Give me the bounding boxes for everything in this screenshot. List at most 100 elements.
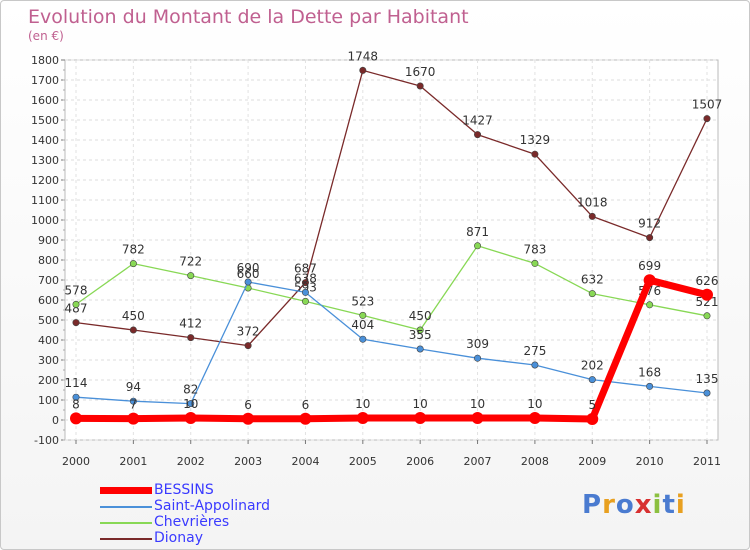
data-label: 782 [122,243,145,257]
data-point [129,260,137,268]
data-label: 82 [183,383,198,397]
data-label: 6 [302,398,310,412]
data-point [301,297,309,305]
x-tick-label: 2006 [406,455,434,468]
data-point [359,66,367,74]
data-point [301,288,309,296]
data-label: 372 [237,325,260,339]
data-label: 412 [179,317,202,331]
x-tick-label: 2010 [636,455,664,468]
y-tick-label: 1800 [31,54,59,67]
data-point [703,312,711,320]
data-label: 309 [466,337,489,351]
data-label: 871 [466,225,489,239]
data-label: 135 [696,372,719,386]
y-tick-label: 200 [38,374,59,387]
data-point [703,389,711,397]
data-label: 1670 [405,65,436,79]
data-point [586,413,599,425]
series-line-bessins [75,276,708,423]
y-tick-label: 1500 [31,114,59,127]
data-label: 6 [244,398,252,412]
data-point [701,288,713,301]
data-point [359,311,367,319]
y-tick-label: 1400 [31,134,59,147]
data-label: 168 [638,365,661,379]
data-point [643,274,656,287]
data-label: 10 [470,397,485,411]
series-line-chevrières [75,245,708,331]
data-point [244,342,252,350]
data-point [528,412,541,424]
y-tick-label: 500 [38,314,59,327]
data-label: 626 [696,274,719,288]
data-label: 7 [130,398,138,412]
data-point [474,131,482,139]
data-point [531,259,539,267]
data-point [416,345,424,353]
data-label: 578 [65,283,88,297]
data-label: 450 [122,309,145,323]
data-point [72,319,80,327]
data-label: 699 [638,259,661,273]
x-tick-label: 2008 [521,455,549,468]
x-tick-label: 2003 [234,455,262,468]
x-tick-label: 2002 [177,455,205,468]
legend-item: BESSINS [100,482,340,499]
data-point [187,400,195,408]
data-label: 355 [409,328,432,342]
y-tick-label: 1600 [31,94,59,107]
data-label: 10 [355,397,370,411]
data-point [356,412,369,424]
data-label: 638 [294,271,317,285]
legend-label: Dionay [154,530,203,546]
y-tick-label: 100 [38,394,59,407]
chart-subtitle: (en €) [28,29,64,43]
data-point [72,300,80,308]
data-label: 450 [409,309,432,323]
y-tick-label: 300 [38,354,59,367]
x-tick-label: 2011 [693,455,721,468]
data-label: 1507 [692,98,723,112]
data-point [129,397,137,405]
y-tick-label: 1700 [31,74,59,87]
proxiti-logo: Proxiti [582,490,686,520]
y-tick-label: 1100 [31,194,59,207]
data-label: 521 [696,295,719,309]
y-tick-label: 1200 [31,174,59,187]
legend-label: Saint-Appolinard [154,498,271,514]
data-point [531,150,539,158]
legend-item: Dionay [100,530,340,547]
x-tick-label: 2007 [464,455,492,468]
data-label: 202 [581,359,604,373]
legend-label: BESSINS [154,482,214,498]
data-label: 8 [72,397,80,411]
data-label: 660 [237,267,260,281]
legend: BESSINS Saint-Appolinard Chevrières Dionay [100,482,340,547]
y-tick-label: 700 [38,274,59,287]
data-point [359,335,367,343]
legend-item: Chevrières [100,514,340,531]
data-label: 10 [413,397,428,411]
data-label: 1329 [520,133,551,147]
data-label: 687 [294,262,317,276]
data-label: 783 [523,242,546,256]
y-tick-label: 1300 [31,154,59,167]
data-point [474,242,482,250]
data-point [187,334,195,342]
y-tick-label: 800 [38,254,59,267]
data-point [531,361,539,369]
data-point [416,82,424,90]
y-tick-label: 900 [38,234,59,247]
y-tick-label: 600 [38,294,59,307]
data-point [646,382,654,390]
legend-swatch [100,538,152,540]
data-label: 523 [351,294,374,308]
data-label: 1427 [462,114,493,128]
data-label: 632 [581,273,604,287]
data-label: 487 [65,302,88,316]
data-label: 1018 [577,195,608,209]
x-tick-label: 2001 [119,455,147,468]
data-point [72,393,80,401]
x-tick-label: 2000 [62,455,90,468]
